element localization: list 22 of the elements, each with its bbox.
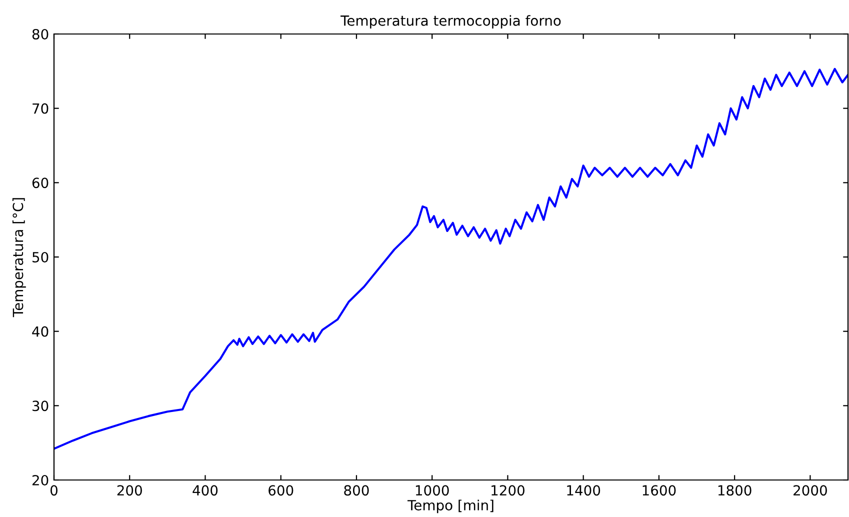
- y-axis-title: Temperatura [°C]: [12, 198, 26, 318]
- x-tick-label: 800: [344, 485, 369, 496]
- y-tick-label: 70: [32, 103, 48, 114]
- x-tick-label: 2000: [794, 485, 827, 496]
- x-tick-label: 1000: [416, 485, 449, 496]
- y-tick-label: 80: [32, 28, 48, 40]
- x-tick-label: 200: [117, 485, 142, 496]
- chart-title: Temperatura termocoppia forno: [340, 15, 561, 29]
- x-tick-label: 600: [268, 485, 294, 496]
- x-axis-title: Tempo [min]: [407, 500, 494, 514]
- y-tick-label: 30: [32, 400, 48, 412]
- x-tick-label: 1600: [642, 485, 676, 496]
- x-tick-label: 400: [192, 485, 218, 496]
- x-tick-label: 1400: [567, 485, 600, 496]
- y-tick-label: 40: [32, 326, 48, 337]
- line-series: [54, 68, 848, 450]
- x-tick-label: 1800: [718, 485, 752, 496]
- y-tick-label: 60: [32, 178, 48, 188]
- x-tick-label: 1200: [492, 485, 524, 496]
- y-tick-label: 20: [32, 474, 48, 486]
- y-tick-label: 50: [32, 252, 48, 262]
- x-tick-label: 0: [50, 485, 58, 496]
